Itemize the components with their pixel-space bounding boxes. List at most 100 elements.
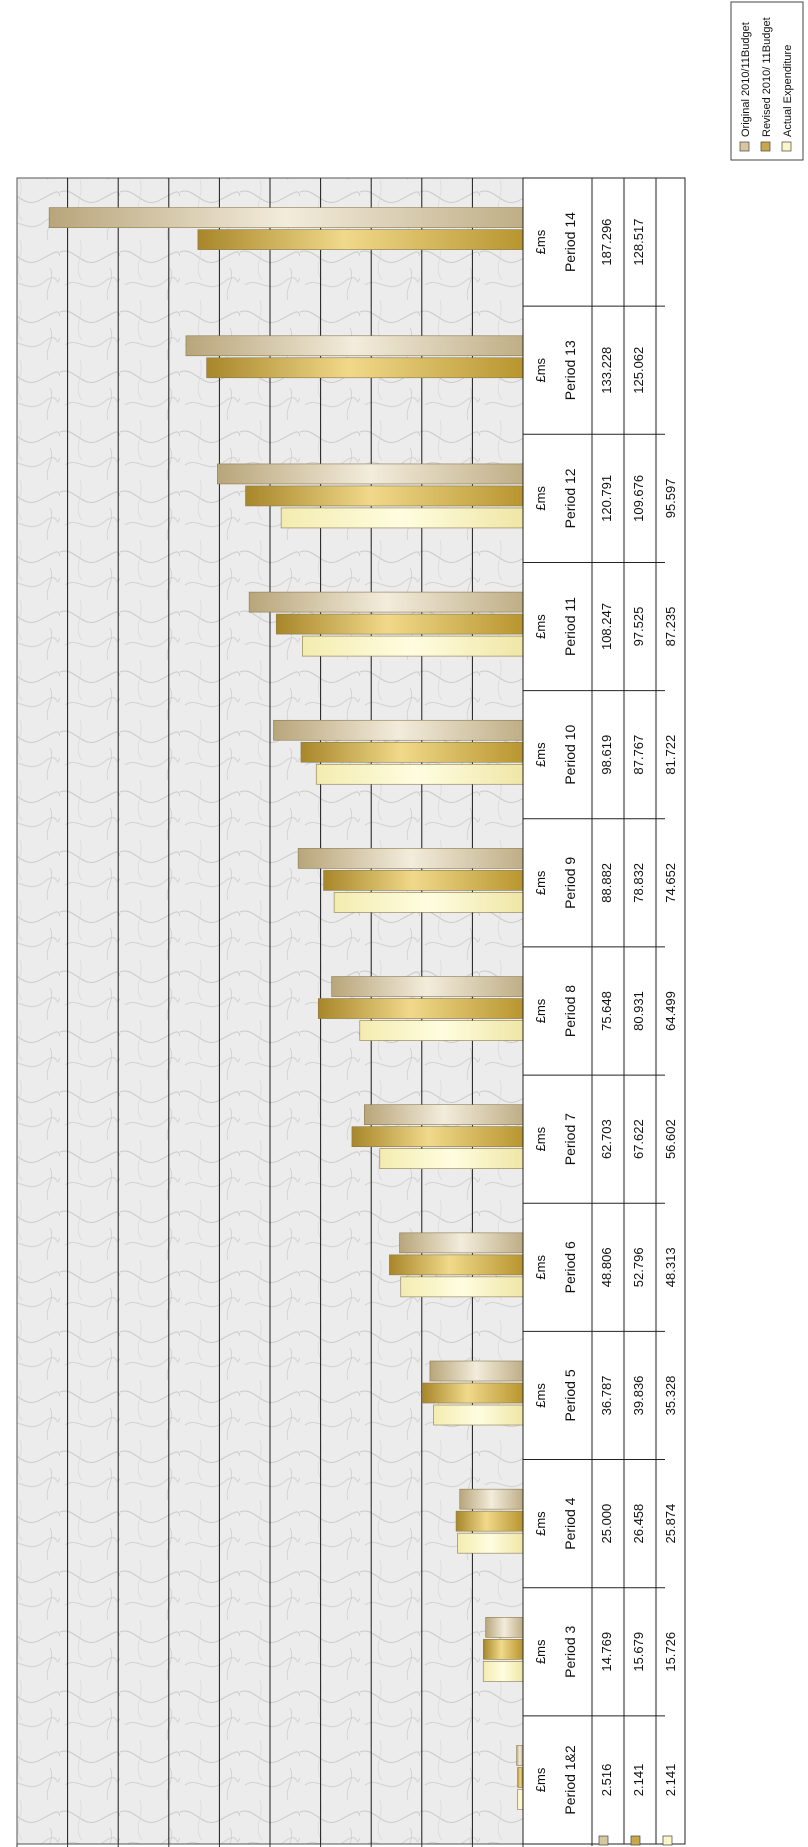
table-value: 26.458 (631, 1504, 646, 1544)
table-value: 2.516 (599, 1764, 614, 1797)
bar (315, 763, 524, 785)
category-label: Period 14 (562, 212, 578, 272)
bar (517, 1789, 524, 1810)
bar (206, 357, 524, 379)
category-label: Period 12 (562, 468, 578, 528)
unit-label: £ms (533, 357, 548, 382)
bar (517, 1767, 524, 1788)
category-label: Period 7 (562, 1113, 578, 1165)
bar (516, 1745, 524, 1766)
table-value: 97.525 (631, 607, 646, 647)
unit-label: £ms (533, 486, 548, 511)
bar (485, 1617, 524, 1638)
table-value: 87.235 (663, 607, 678, 647)
table-value: 187.296 (599, 219, 614, 266)
category-label: Period 10 (562, 725, 578, 785)
table-value: 88.882 (599, 863, 614, 903)
table-value: 78.832 (631, 863, 646, 903)
bar (331, 976, 524, 997)
bar (273, 719, 524, 741)
bar (421, 1382, 524, 1404)
legend-label: Original 2010/11Budget (740, 22, 752, 137)
bar (275, 613, 524, 635)
bar (280, 507, 524, 529)
bars (48, 207, 524, 1810)
bar (297, 848, 524, 869)
table-value: 2.141 (631, 1764, 646, 1797)
legend: Original 2010/11Budget Revised 2010/ 11Bu… (730, 1, 804, 161)
category-label: Period 11 (562, 597, 578, 656)
bar (455, 1510, 524, 1532)
category-label: Period 13 (562, 340, 578, 400)
data-table: £ms Period 1&2 £ms Period 3 £ms Period 4 £ms Pe… (522, 177, 686, 1846)
bar (333, 892, 524, 913)
bar (457, 1532, 524, 1554)
table-value: 14.769 (599, 1632, 614, 1672)
bar (48, 207, 524, 228)
table-value: 15.726 (663, 1632, 678, 1672)
table-value: 64.499 (663, 991, 678, 1031)
bar (197, 229, 524, 250)
legend-swatch (739, 141, 750, 152)
table-value: 48.806 (599, 1247, 614, 1287)
bar (185, 335, 524, 357)
unit-label: £ms (533, 742, 548, 767)
table-value: 36.787 (599, 1376, 614, 1416)
category-label: Period 1&2 (562, 1745, 578, 1814)
unit-label: £ms (533, 1383, 548, 1408)
table-value: 25.000 (599, 1504, 614, 1544)
table-value: 133.228 (599, 347, 614, 394)
category-label: Period 4 (562, 1497, 578, 1549)
bar (483, 1639, 524, 1660)
legend-swatch (781, 141, 792, 152)
table-value: 80.931 (631, 991, 646, 1031)
category-label: Period 9 (562, 857, 578, 909)
bar (429, 1360, 524, 1382)
table-value: 52.796 (631, 1247, 646, 1287)
bar (323, 870, 524, 891)
unit-label: £ms (533, 229, 548, 254)
bar (351, 1126, 524, 1148)
unit-label: £ms (533, 998, 548, 1023)
table-value: 81.722 (663, 735, 678, 775)
unit-label: £ms (533, 614, 548, 639)
table-value: 125.062 (631, 347, 646, 394)
bar (300, 741, 524, 763)
category-label: Period 3 (562, 1625, 578, 1677)
bar (459, 1488, 524, 1510)
bar (433, 1404, 524, 1426)
table-series-swatch (630, 1835, 641, 1846)
category-label: Period 6 (562, 1241, 578, 1293)
table-series-swatch (598, 1835, 609, 1846)
table-value: 62.703 (599, 1119, 614, 1159)
table-value: 15.679 (631, 1632, 646, 1672)
category-label: Period 8 (562, 985, 578, 1037)
table-value: 25.874 (663, 1504, 678, 1544)
bar (379, 1148, 524, 1170)
unit-label: £ms (533, 1639, 548, 1664)
bar (400, 1276, 524, 1298)
table-value: 56.602 (663, 1119, 678, 1159)
legend-label: Actual Expenditure (782, 45, 794, 137)
table-value: 109.676 (631, 475, 646, 522)
unit-label: £ms (533, 1767, 548, 1792)
table-value: 95.597 (663, 479, 678, 519)
bar (301, 635, 524, 657)
bar (217, 463, 524, 485)
legend-box (730, 1, 804, 161)
bar (359, 1020, 524, 1041)
unit-label: £ms (533, 1126, 548, 1151)
bar (364, 1104, 524, 1126)
table-value: 120.791 (599, 475, 614, 522)
table-value: 67.622 (631, 1119, 646, 1159)
gridlines (67, 178, 473, 1844)
category-label: Period 5 (562, 1369, 578, 1421)
table-value: 74.652 (663, 863, 678, 903)
bar (389, 1254, 524, 1276)
bar (245, 485, 524, 507)
table-value: 87.767 (631, 735, 646, 775)
bar (317, 998, 524, 1019)
legend-swatch (760, 141, 771, 152)
table-value: 2.141 (663, 1764, 678, 1797)
